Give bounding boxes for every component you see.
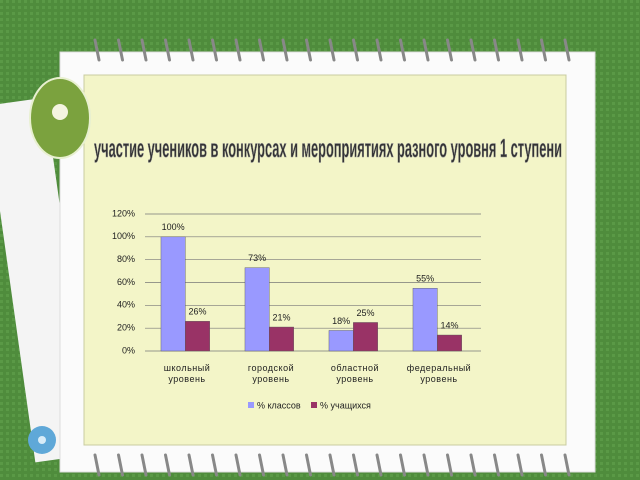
x-tick-label: областной уровень bbox=[330, 363, 380, 384]
bar bbox=[412, 288, 438, 352]
legend-swatch bbox=[311, 402, 317, 408]
ring bbox=[352, 38, 359, 62]
ring bbox=[563, 38, 571, 62]
value-label: 25% bbox=[356, 308, 374, 318]
ring bbox=[399, 38, 406, 62]
ring bbox=[540, 38, 547, 62]
bar bbox=[160, 236, 186, 352]
x-tick-label: городской уровень bbox=[247, 363, 295, 384]
ring bbox=[234, 453, 242, 477]
y-tick-label: 60% bbox=[117, 277, 135, 287]
ring bbox=[117, 453, 124, 477]
ring bbox=[305, 38, 312, 62]
ring bbox=[258, 38, 265, 62]
ring bbox=[328, 453, 336, 477]
ring bbox=[164, 38, 171, 62]
ring bbox=[446, 38, 453, 62]
value-label: 26% bbox=[188, 307, 206, 317]
value-label: 100% bbox=[162, 222, 185, 232]
bar bbox=[185, 321, 210, 352]
value-label: 73% bbox=[248, 253, 266, 263]
ring bbox=[258, 453, 265, 477]
bar bbox=[437, 334, 462, 352]
value-label: 55% bbox=[416, 274, 434, 284]
ring bbox=[164, 453, 171, 477]
ring bbox=[305, 453, 312, 477]
value-label: 21% bbox=[272, 312, 290, 322]
ring bbox=[140, 38, 148, 62]
bar bbox=[269, 326, 294, 352]
y-tick-label: 80% bbox=[117, 254, 135, 264]
legend-label: % учащихся bbox=[320, 400, 371, 410]
ring bbox=[281, 453, 289, 477]
y-tick-label: 120% bbox=[112, 208, 135, 218]
ring bbox=[93, 453, 101, 477]
y-tick-label: 40% bbox=[117, 300, 135, 310]
bar bbox=[244, 267, 270, 352]
ring bbox=[375, 38, 383, 62]
flower-center bbox=[38, 436, 46, 444]
bar bbox=[353, 322, 378, 352]
ring bbox=[187, 38, 195, 62]
ring bbox=[469, 38, 477, 62]
ring bbox=[469, 453, 477, 477]
ring bbox=[211, 38, 218, 62]
x-tick-label: федеральный уровень bbox=[406, 363, 472, 384]
ring bbox=[234, 38, 242, 62]
y-tick-label: 100% bbox=[112, 231, 135, 241]
y-tick-label: 0% bbox=[122, 345, 135, 355]
ring bbox=[140, 453, 148, 477]
ring bbox=[93, 38, 101, 62]
x-tick-label: школьный уровень bbox=[163, 363, 211, 384]
ring bbox=[399, 453, 406, 477]
ring bbox=[281, 38, 289, 62]
ring bbox=[516, 453, 524, 477]
value-label: 14% bbox=[440, 320, 458, 330]
ring bbox=[187, 453, 195, 477]
legend-label: % классов bbox=[257, 400, 301, 410]
ring bbox=[540, 453, 547, 477]
ring bbox=[493, 38, 500, 62]
value-label: 18% bbox=[332, 316, 350, 326]
ring bbox=[352, 453, 359, 477]
ring bbox=[563, 453, 571, 477]
ring bbox=[328, 38, 336, 62]
ring bbox=[422, 453, 430, 477]
ring bbox=[211, 453, 218, 477]
ring bbox=[516, 38, 524, 62]
ring bbox=[117, 38, 124, 62]
y-tick-label: 20% bbox=[117, 323, 135, 333]
ring bbox=[375, 453, 383, 477]
ring bbox=[446, 453, 453, 477]
ring bbox=[422, 38, 430, 62]
bar bbox=[328, 330, 354, 352]
badge-flower bbox=[52, 104, 68, 120]
chart-title: участие учеников в конкурсах и мероприят… bbox=[94, 133, 562, 163]
rings bbox=[93, 38, 571, 477]
ring bbox=[493, 453, 500, 477]
legend-swatch bbox=[248, 402, 254, 408]
